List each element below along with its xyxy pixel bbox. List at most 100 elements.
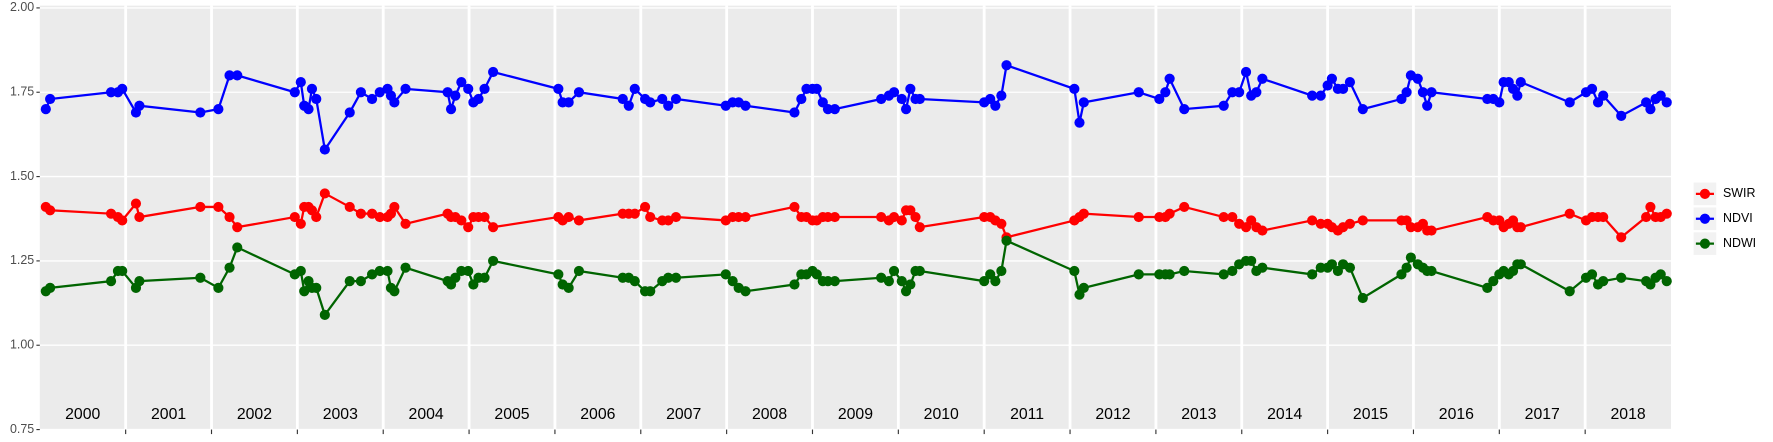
data-point xyxy=(366,208,378,219)
data-point xyxy=(134,276,145,287)
y-tick-label: 1.00 xyxy=(10,338,34,352)
year-label: 2008 xyxy=(752,406,787,423)
data-point xyxy=(789,279,800,290)
data-point xyxy=(479,83,490,94)
data-point xyxy=(1164,73,1175,84)
data-point xyxy=(1164,208,1175,219)
year-label: 2009 xyxy=(838,406,873,423)
data-point xyxy=(1251,87,1262,98)
data-point xyxy=(1515,259,1526,270)
data-point xyxy=(888,87,900,98)
data-point xyxy=(663,100,674,111)
data-point xyxy=(740,100,751,111)
data-point xyxy=(888,265,900,277)
data-point xyxy=(789,201,800,213)
data-point xyxy=(306,83,318,94)
data-point xyxy=(1426,225,1437,236)
data-point xyxy=(1655,90,1666,101)
year-label: 2013 xyxy=(1181,406,1216,423)
data-point xyxy=(1426,87,1437,98)
data-point xyxy=(400,262,411,273)
data-point xyxy=(663,272,674,283)
data-point xyxy=(914,222,925,233)
data-point xyxy=(563,211,574,223)
data-point xyxy=(629,208,640,219)
data-point xyxy=(1307,269,1318,280)
data-point xyxy=(295,265,306,277)
data-point xyxy=(1661,97,1672,108)
data-point xyxy=(1655,269,1666,280)
data-point xyxy=(1133,87,1144,98)
data-point xyxy=(463,83,474,94)
data-point xyxy=(629,276,640,287)
data-point xyxy=(400,218,411,229)
data-point xyxy=(896,215,907,226)
data-point xyxy=(553,269,564,280)
data-point xyxy=(1001,60,1012,71)
data-point xyxy=(888,211,900,223)
data-point xyxy=(344,201,355,213)
data-point xyxy=(344,276,355,287)
legend-point xyxy=(1699,238,1711,249)
data-point xyxy=(740,211,751,223)
legend-label: NDWI xyxy=(1723,236,1756,250)
data-point xyxy=(1078,97,1089,108)
data-point xyxy=(905,83,916,94)
data-point xyxy=(473,93,484,105)
data-point xyxy=(366,93,378,105)
data-point xyxy=(1218,100,1229,111)
data-point xyxy=(442,87,453,98)
data-point xyxy=(883,276,894,287)
data-point xyxy=(1417,87,1428,98)
data-point xyxy=(996,218,1007,229)
data-point xyxy=(663,215,674,226)
data-point xyxy=(319,188,330,199)
data-point xyxy=(1307,90,1318,101)
data-point xyxy=(1326,73,1337,84)
legend-label: SWIR xyxy=(1723,186,1755,200)
data-point xyxy=(1515,77,1526,88)
data-point xyxy=(563,282,574,293)
data-point xyxy=(1164,269,1175,280)
data-point xyxy=(1494,97,1505,108)
data-point xyxy=(1616,272,1627,283)
data-point xyxy=(1344,262,1356,273)
data-point xyxy=(1357,215,1368,226)
data-point xyxy=(1564,286,1575,297)
data-point xyxy=(488,222,499,233)
data-point xyxy=(213,282,224,293)
data-point xyxy=(1069,83,1080,94)
data-point xyxy=(573,87,585,98)
data-point xyxy=(289,211,300,223)
data-point xyxy=(299,286,310,297)
data-point xyxy=(1257,73,1268,84)
data-point xyxy=(670,211,682,223)
data-point xyxy=(657,93,668,105)
data-point xyxy=(344,107,355,118)
data-point xyxy=(1078,208,1089,219)
data-point xyxy=(670,272,682,283)
data-point xyxy=(117,83,128,94)
data-point xyxy=(232,242,243,253)
data-point xyxy=(914,265,925,277)
data-point xyxy=(303,104,314,115)
year-label: 2012 xyxy=(1095,406,1130,423)
data-point xyxy=(1426,265,1437,277)
year-label: 2005 xyxy=(494,406,529,423)
data-point xyxy=(355,87,366,98)
y-tick-label: 1.75 xyxy=(10,85,34,99)
data-point xyxy=(319,309,330,320)
data-point xyxy=(374,211,385,223)
data-point xyxy=(232,222,243,233)
data-point xyxy=(573,215,585,226)
data-point xyxy=(374,87,385,98)
data-point xyxy=(374,265,385,277)
data-point xyxy=(382,265,393,277)
year-label: 2016 xyxy=(1439,406,1474,423)
data-point xyxy=(450,272,461,283)
data-point xyxy=(195,272,206,283)
data-point xyxy=(105,276,117,287)
data-point xyxy=(195,107,206,118)
data-point xyxy=(1069,265,1080,277)
data-point xyxy=(829,211,840,223)
